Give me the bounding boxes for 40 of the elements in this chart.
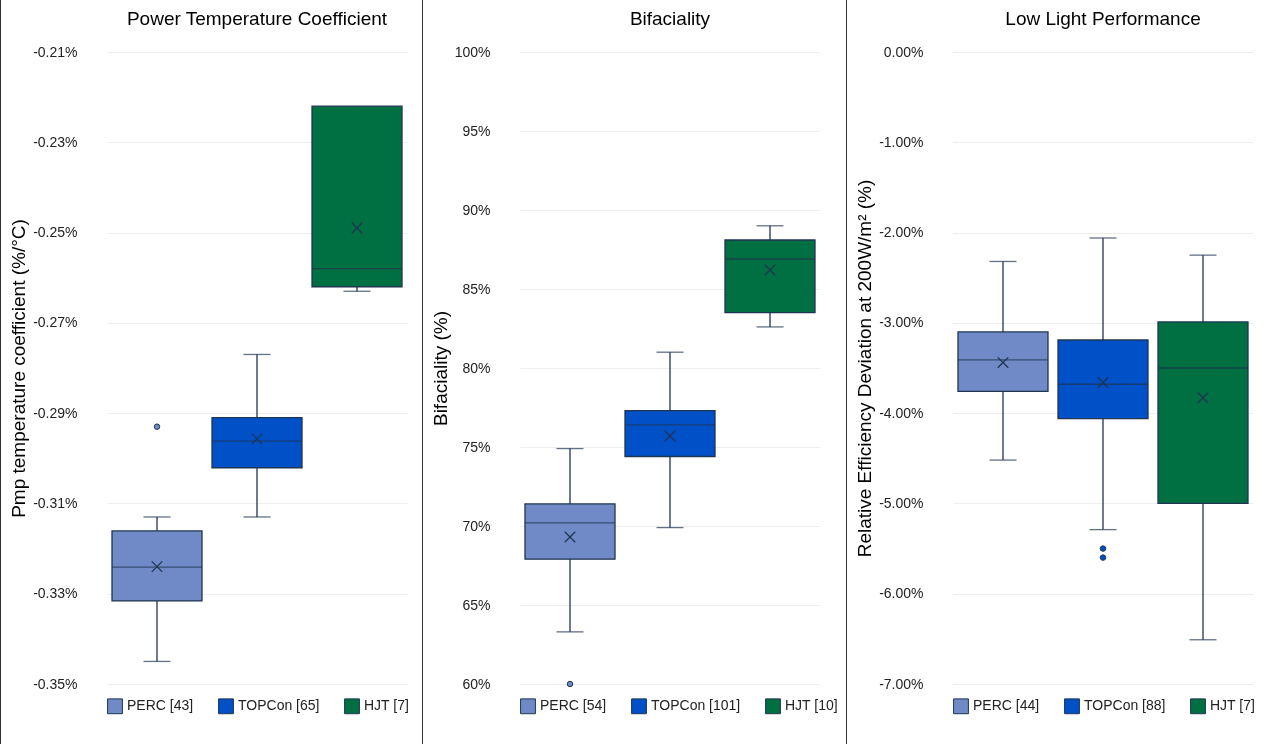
legend-label: TOPCon [101] (651, 697, 741, 714)
legend-label: HJT [7] (1210, 697, 1255, 714)
y-tick-label: 90% (462, 201, 491, 218)
legend-label: TOPCon [88] (1084, 697, 1166, 714)
y-tick-label: -3.00% (879, 314, 924, 331)
y-tick-label: -7.00% (879, 675, 924, 692)
y-tick-label: -0.33% (33, 585, 78, 602)
y-axis-title: Pmp temperature coefficient (%/°C) (8, 219, 30, 518)
legend-label: TOPCon [65] (238, 697, 320, 714)
y-tick-label: -0.25% (33, 224, 78, 241)
legend-label: HJT [7] (364, 697, 409, 714)
y-tick-label: -0.21% (33, 43, 78, 60)
y-tick-label: 100% (454, 43, 491, 60)
y-tick-label: 60% (462, 675, 491, 692)
y-tick-label: 85% (462, 280, 491, 297)
chart-title: Low Light Performance (1005, 8, 1201, 29)
y-tick-label: 80% (462, 359, 491, 376)
y-tick-label: -4.00% (879, 404, 924, 421)
y-tick-label: -0.29% (33, 404, 78, 421)
y-tick-label: 95% (462, 122, 491, 139)
legend-label: PERC [43] (127, 697, 194, 714)
legend-label: PERC [44] (973, 697, 1040, 714)
y-tick-label: 70% (462, 517, 491, 534)
y-tick-label: -6.00% (879, 585, 924, 602)
y-axis-title: Relative Efficiency Deviation at 200W/m² (%) (854, 179, 876, 558)
y-tick-label: -0.31% (33, 494, 78, 511)
y-tick-label: 75% (462, 438, 491, 455)
chart-title: Bifaciality (629, 8, 711, 29)
chart-title: Power Temperature Coefficient (126, 8, 388, 29)
y-tick-label: 65% (462, 596, 491, 613)
y-axis-title: Bifaciality (%) (429, 310, 451, 427)
y-tick-label: -0.23% (33, 133, 78, 150)
y-tick-label: -1.00% (879, 133, 924, 150)
y-tick-label: -2.00% (879, 224, 924, 241)
y-tick-label: -0.27% (33, 314, 78, 331)
legend-label: PERC [54] (540, 697, 607, 714)
legend-label: HJT [10] (785, 697, 838, 714)
y-tick-label: -5.00% (879, 494, 924, 511)
y-tick-label: 0.00% (883, 43, 924, 60)
y-tick-label: -0.35% (33, 675, 78, 692)
